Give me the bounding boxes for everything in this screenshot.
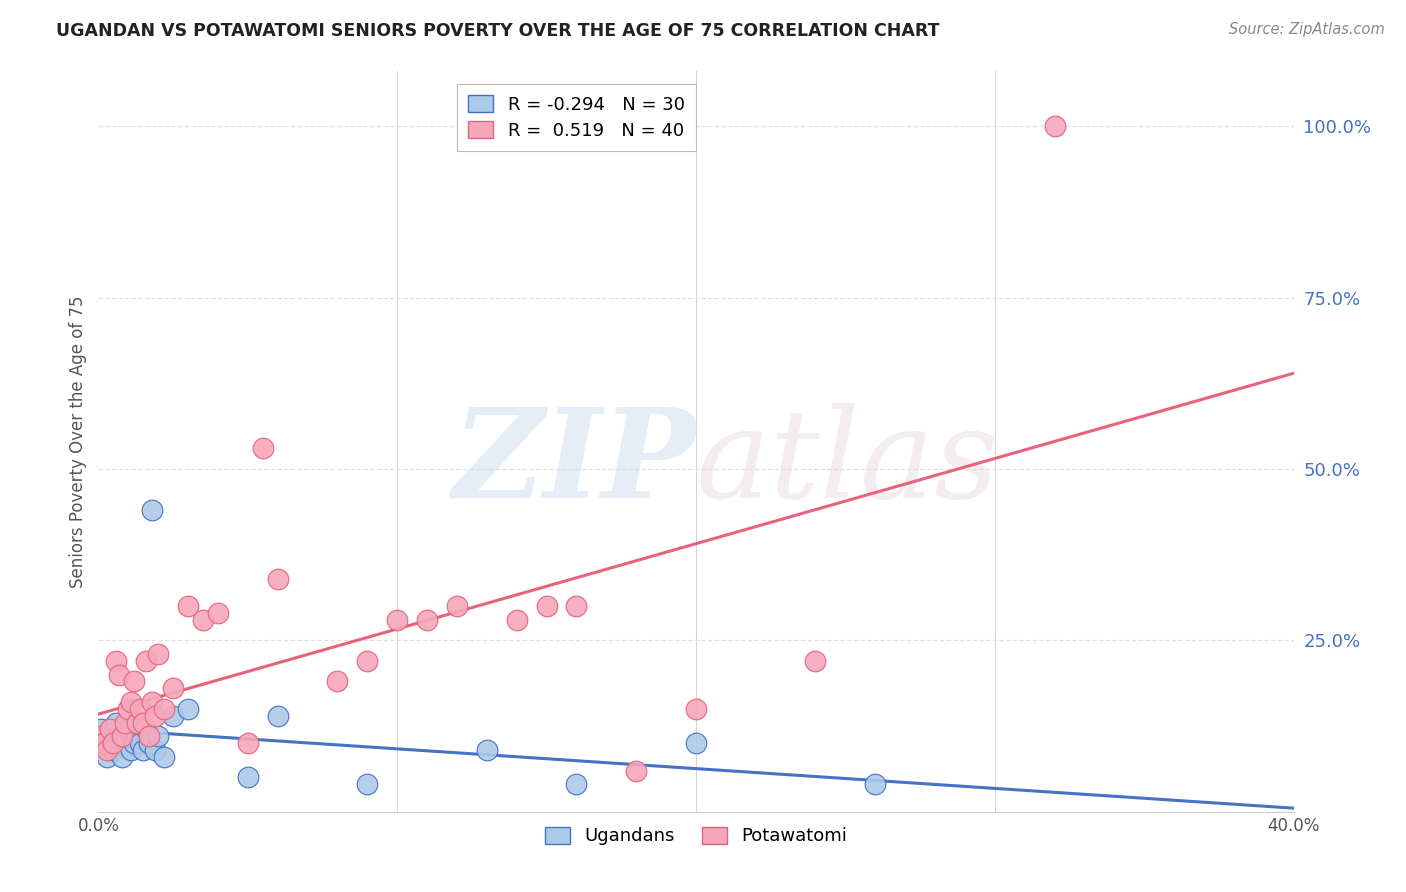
Point [685, 702, 707, 716]
Point [127, 729, 149, 743]
Point [626, 764, 648, 778]
Point [93, 736, 115, 750]
Point [117, 723, 139, 737]
Point [117, 702, 139, 716]
Point [565, 599, 588, 613]
Point [236, 736, 259, 750]
Point [506, 613, 529, 627]
Point [90, 729, 112, 743]
Point [416, 613, 439, 627]
Point [120, 695, 142, 709]
Point [105, 654, 128, 668]
Point [103, 736, 125, 750]
Point [124, 674, 146, 689]
Point [191, 613, 214, 627]
Point [207, 606, 229, 620]
Point [236, 771, 259, 785]
Point [267, 572, 290, 586]
Point [98, 723, 122, 737]
Point [804, 654, 827, 668]
Point [177, 599, 200, 613]
Point [153, 702, 176, 716]
Point [143, 743, 166, 757]
Point [114, 715, 136, 730]
Point [153, 750, 176, 764]
Point [326, 674, 349, 689]
Point [141, 695, 163, 709]
Point [1043, 119, 1066, 133]
Point [96, 743, 118, 757]
Point [138, 736, 160, 750]
Point [132, 743, 155, 757]
Legend: Ugandans, Potawatomi: Ugandans, Potawatomi [536, 818, 856, 855]
Point [105, 715, 128, 730]
Point [124, 736, 146, 750]
Point [148, 647, 170, 661]
Point [385, 613, 409, 627]
Point [148, 729, 170, 743]
Text: UGANDAN VS POTAWATOMI SENIORS POVERTY OVER THE AGE OF 75 CORRELATION CHART: UGANDAN VS POTAWATOMI SENIORS POVERTY OV… [56, 22, 939, 40]
Point [685, 736, 707, 750]
Point [177, 702, 200, 716]
Point [114, 729, 136, 743]
Point [446, 599, 468, 613]
Point [475, 743, 498, 757]
Point [120, 743, 142, 757]
Point [267, 708, 290, 723]
Point [162, 681, 184, 696]
Point [90, 723, 112, 737]
Text: ZIP: ZIP [453, 403, 696, 524]
Point [127, 715, 149, 730]
Point [108, 736, 131, 750]
Point [111, 750, 134, 764]
Y-axis label: Seniors Poverty Over the Age of 75: Seniors Poverty Over the Age of 75 [69, 295, 87, 588]
Text: Source: ZipAtlas.com: Source: ZipAtlas.com [1229, 22, 1385, 37]
Point [162, 708, 184, 723]
Point [356, 777, 378, 791]
Text: atlas: atlas [696, 403, 1000, 524]
Point [108, 667, 131, 681]
Point [141, 503, 163, 517]
Point [93, 736, 115, 750]
Point [536, 599, 558, 613]
Point [98, 729, 122, 743]
Point [132, 715, 155, 730]
Point [129, 736, 152, 750]
Point [129, 702, 152, 716]
Point [135, 723, 157, 737]
Point [143, 708, 166, 723]
Point [135, 654, 157, 668]
Point [865, 777, 887, 791]
Point [111, 729, 134, 743]
Point [565, 777, 588, 791]
Point [356, 654, 378, 668]
Point [138, 729, 160, 743]
Point [96, 750, 118, 764]
Point [103, 743, 125, 757]
Point [252, 442, 274, 456]
